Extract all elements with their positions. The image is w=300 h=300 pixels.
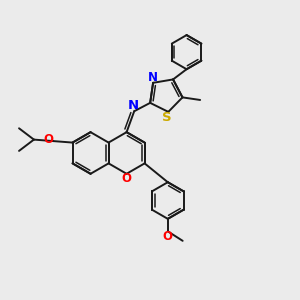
Text: S: S (162, 111, 172, 124)
Text: N: N (148, 71, 158, 84)
Text: O: O (122, 172, 132, 185)
Text: O: O (163, 230, 173, 243)
Text: N: N (128, 99, 139, 112)
Text: O: O (44, 133, 54, 146)
